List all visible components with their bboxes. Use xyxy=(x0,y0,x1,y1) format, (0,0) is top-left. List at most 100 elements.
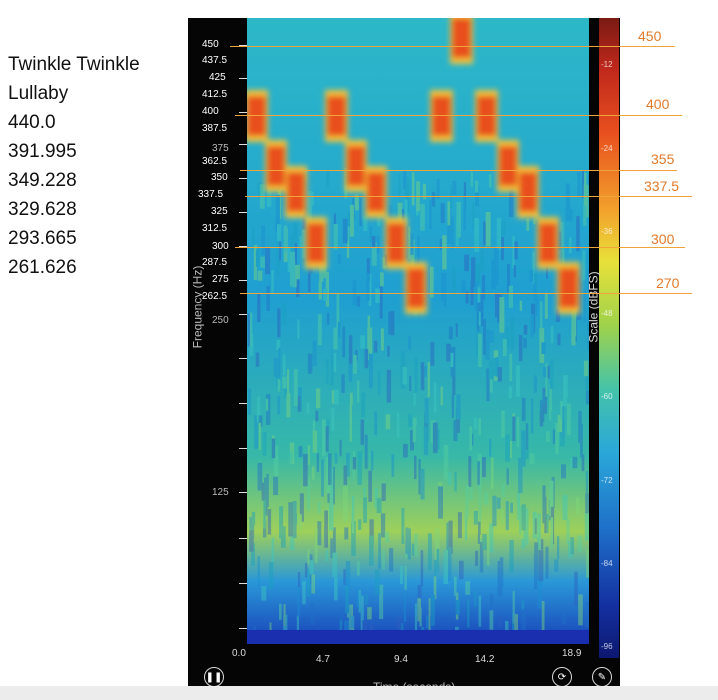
spectrogram-noise xyxy=(433,382,437,413)
spectrogram-noise xyxy=(323,288,328,301)
spectrogram-noise xyxy=(501,304,505,329)
spectrogram-noise xyxy=(298,446,303,458)
spectrogram-noise xyxy=(276,233,280,269)
spectrogram-noise xyxy=(273,476,279,496)
spectrogram-noise xyxy=(407,528,411,560)
spectrogram-noise xyxy=(297,396,301,412)
spectrogram-noise xyxy=(324,426,329,452)
spectrogram-noise xyxy=(489,438,492,457)
spectrogram-noise xyxy=(416,191,419,216)
refresh-button[interactable]: ⟳ xyxy=(552,667,572,687)
spectrogram-noise xyxy=(565,183,571,221)
spectrogram-noise xyxy=(443,444,449,480)
spectrogram-noise xyxy=(325,550,329,562)
spectrogram-noise xyxy=(505,501,509,531)
spectrogram-noise xyxy=(333,327,338,350)
spectrogram-noise xyxy=(348,617,353,633)
note-band xyxy=(367,172,385,212)
note-frequency-list: Twinkle Twinkle Lullaby 440.0 391.995 34… xyxy=(8,50,188,282)
spectrogram-noise xyxy=(533,375,537,393)
spectrogram-noise xyxy=(418,459,421,495)
spectrogram-noise xyxy=(572,456,578,469)
spectrogram-noise xyxy=(452,370,456,396)
spectrogram-noise xyxy=(257,556,260,587)
spectrogram-noise xyxy=(277,308,281,338)
spectrogram-noise xyxy=(329,467,334,504)
scale-tick: -12 xyxy=(601,60,613,69)
annotation-line xyxy=(235,115,682,116)
spectrogram-noise xyxy=(302,581,306,605)
spectrogram-noise xyxy=(420,550,424,587)
spectrogram-noise xyxy=(493,350,499,381)
spectrogram-noise xyxy=(284,387,288,399)
pause-button[interactable]: ❚❚ xyxy=(204,667,224,687)
freq-tick: 275 xyxy=(212,274,229,285)
spectrogram-noise xyxy=(490,368,494,380)
spectrogram-noise xyxy=(282,376,287,389)
spectrogram-noise xyxy=(427,533,432,571)
spectrogram-noise xyxy=(479,293,484,327)
note-band xyxy=(499,146,517,186)
spectrogram-noise xyxy=(469,486,473,501)
spectrogram-noise xyxy=(396,617,402,629)
spectrogram-noise xyxy=(583,184,589,218)
spectrogram-noise xyxy=(507,264,510,294)
spectrogram-noise xyxy=(368,273,372,306)
scale-tick: -48 xyxy=(601,309,613,318)
spectrogram-noise xyxy=(488,374,493,393)
spectrogram-noise xyxy=(517,493,520,520)
spectrogram-noise xyxy=(358,519,362,530)
spectrogram-noise xyxy=(530,398,534,434)
spectrogram-noise xyxy=(587,315,589,351)
spectrogram-noise xyxy=(398,174,401,197)
spectrogram-noise xyxy=(338,322,341,338)
spectrogram-noise xyxy=(443,550,449,584)
spectrogram-noise xyxy=(386,369,392,403)
spectrogram-noise xyxy=(360,335,365,349)
spectrogram-noise xyxy=(312,420,316,449)
spectrogram-noise xyxy=(344,527,349,540)
spectrogram-noise xyxy=(351,510,354,524)
spectrogram-noise xyxy=(438,481,443,505)
spectrogram-noise xyxy=(550,517,553,549)
spectrogram-noise xyxy=(333,224,338,250)
spectrogram-noise xyxy=(294,243,297,265)
spectrogram-noise xyxy=(360,595,364,632)
spectrogram-noise xyxy=(297,572,301,599)
spectrogram-noise xyxy=(523,338,527,349)
spectrogram-noise xyxy=(525,426,529,459)
spectrogram-noise xyxy=(334,453,338,464)
spectrogram-noise xyxy=(549,396,552,421)
edit-button[interactable]: ✎ xyxy=(592,667,612,687)
spectrogram-noise xyxy=(287,248,293,272)
spectrogram-noise xyxy=(277,379,281,392)
spectrogram-plot[interactable] xyxy=(247,18,589,644)
spectrogram-noise xyxy=(297,319,300,339)
spectrogram-noise xyxy=(464,254,470,272)
spectrogram-noise xyxy=(473,511,478,525)
spectrogram-noise xyxy=(358,590,361,613)
spectrogram-noise xyxy=(257,293,261,322)
spectrogram-noise xyxy=(371,450,374,471)
spectrogram-noise xyxy=(561,464,566,479)
spectrogram-noise xyxy=(266,286,270,311)
spectrogram-noise xyxy=(501,482,505,497)
spectrogram-noise xyxy=(319,257,324,282)
spectrogram-noise xyxy=(425,615,429,629)
spectrogram-noise xyxy=(586,549,589,578)
spectrogram-noise xyxy=(343,486,348,522)
spectrogram-noise xyxy=(478,311,481,326)
spectrogram-noise xyxy=(430,342,435,366)
spectrogram-noise xyxy=(342,326,346,358)
spectrogram-noise xyxy=(403,594,406,622)
spectrogram-noise xyxy=(532,511,537,539)
spectrogram-noise xyxy=(547,365,550,379)
spectrogram-noise xyxy=(412,417,417,443)
freq-tick: 400 xyxy=(202,106,219,117)
spectrogram-noise xyxy=(468,433,474,446)
spectrogram-noise xyxy=(582,250,586,281)
spectrogram-noise xyxy=(396,412,400,438)
spectrogram-noise xyxy=(521,600,525,636)
spectrogram-noise xyxy=(509,440,512,459)
spectrogram-noise xyxy=(422,184,427,200)
